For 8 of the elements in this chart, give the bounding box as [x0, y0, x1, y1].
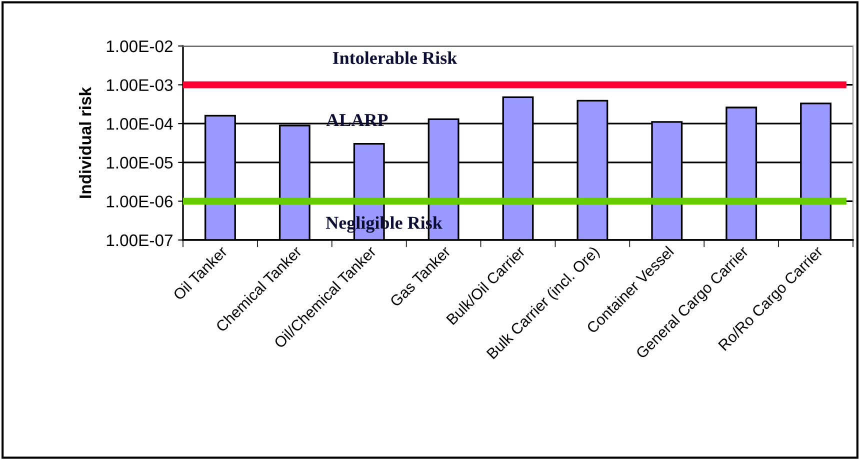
annotation: Intolerable Risk	[332, 51, 458, 64]
y-tick-label: 1.00E-05	[106, 156, 173, 169]
y-tick-label: 1.00E-03	[106, 79, 173, 92]
y-tick-label: 1.00E-02	[106, 40, 172, 52]
y-axis-title: Individual risk	[78, 86, 92, 198]
y-tick-label: 1.00E-06	[106, 196, 173, 208]
y-tick-label: 1.00E-07	[106, 234, 172, 246]
y-tick-label: 1.00E-04	[106, 118, 173, 130]
